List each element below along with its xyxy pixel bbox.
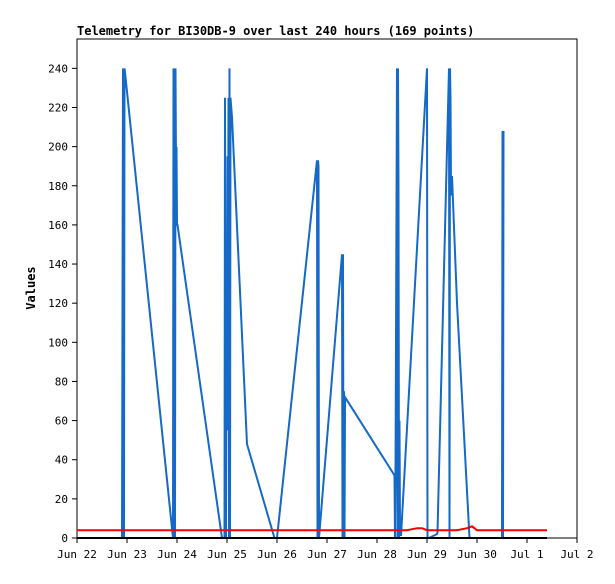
x-tick-label-0: Jun 22 xyxy=(57,548,97,561)
x-tick-label-8: Jun 30 xyxy=(457,548,497,561)
series-line-0 xyxy=(121,68,505,539)
y-tick-label-2: 40 xyxy=(55,454,68,467)
x-tick-label-10: Jul 2 xyxy=(560,548,593,561)
y-tick-label-7: 140 xyxy=(48,258,68,271)
y-tick-label-5: 100 xyxy=(48,336,68,349)
x-tick-label-2: Jun 24 xyxy=(157,548,197,561)
y-tick-label-0: 0 xyxy=(61,532,68,545)
y-axis-label: Values xyxy=(24,266,38,309)
x-tick-label-4: Jun 26 xyxy=(257,548,297,561)
series-layer xyxy=(77,68,547,539)
y-tick-label-3: 60 xyxy=(55,415,68,428)
series-line-1 xyxy=(77,525,547,532)
chart-title: Telemetry for BI30DB-9 over last 240 hou… xyxy=(77,24,474,38)
x-tick-label-1: Jun 23 xyxy=(107,548,147,561)
y-axis: 0 20 40 60 80 100 120 140 160 180 200 220 240 xyxy=(48,62,77,545)
x-tick-label-3: Jun 25 xyxy=(207,548,247,561)
y-tick-label-4: 80 xyxy=(55,375,68,388)
y-tick-label-11: 220 xyxy=(48,101,68,114)
y-tick-label-12: 240 xyxy=(48,62,68,75)
plot-frame xyxy=(76,38,578,539)
x-tick-label-7: Jun 29 xyxy=(407,548,447,561)
y-tick-label-8: 160 xyxy=(48,219,68,232)
x-tick-label-6: Jun 28 xyxy=(357,548,397,561)
x-tick-label-9: Jul 1 xyxy=(510,548,543,561)
x-axis: Jun 22 Jun 23 Jun 24 Jun 25 Jun 26 Jun 27 Jun … xyxy=(57,538,594,561)
x-tick-label-5: Jun 27 xyxy=(307,548,347,561)
y-tick-label-10: 200 xyxy=(48,141,68,154)
y-tick-label-1: 20 xyxy=(55,493,68,506)
y-tick-label-9: 180 xyxy=(48,180,68,193)
y-tick-label-6: 120 xyxy=(48,297,68,310)
